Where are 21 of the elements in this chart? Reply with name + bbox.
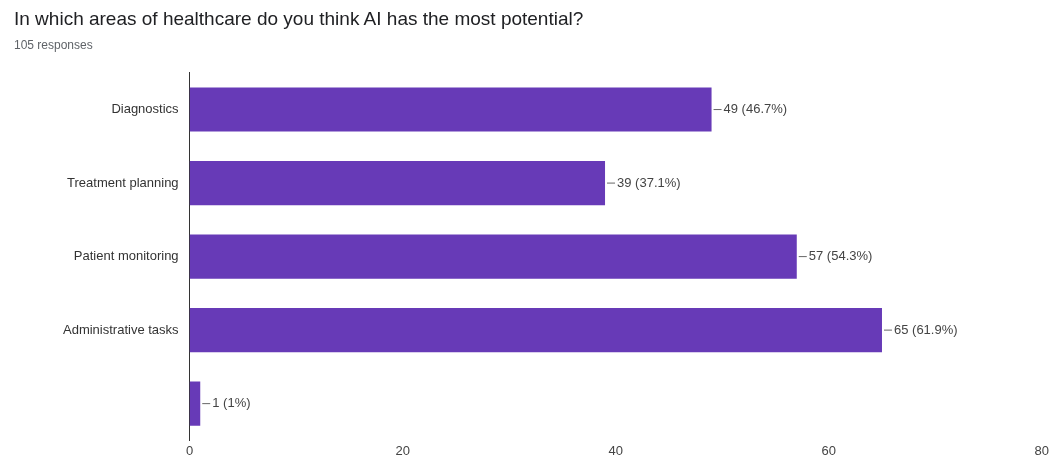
x-tick-label: 20 (395, 442, 410, 458)
x-tick-label: 60 (821, 442, 836, 458)
bar (189, 308, 882, 353)
text: 105 responses (14, 38, 93, 52)
x-tick-label: 40 (608, 442, 623, 458)
data-label: 65 (61.9%) (893, 321, 958, 337)
data-label: 39 (37.1%) (617, 174, 681, 190)
data-label: 49 (46.7%) (723, 101, 788, 117)
bar (189, 87, 712, 132)
x-tick-label: 80 (1034, 442, 1049, 458)
data-label: 57 (54.3%) (808, 248, 873, 264)
bar (189, 381, 201, 426)
y-tick-label: Administrative tasks (63, 321, 180, 337)
y-tick-label: Patient monitoring (73, 248, 179, 264)
y-tick-label: Diagnostics (111, 101, 180, 117)
chart-title: In which areas of healthcare do you think AI has the most potential? (14, 8, 584, 30)
data-label: 1 (1%) (212, 395, 251, 411)
bar (189, 234, 797, 279)
x-tick-label: 0 (185, 442, 194, 458)
bar (189, 161, 606, 206)
y-tick-label: Treatment planning (67, 174, 179, 190)
